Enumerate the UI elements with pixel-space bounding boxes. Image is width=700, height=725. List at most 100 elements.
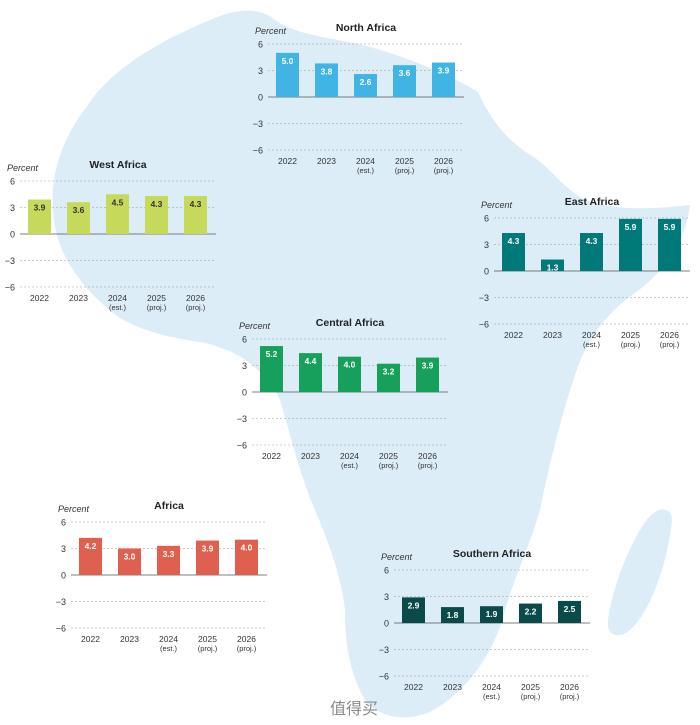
x-tick-label: 2023 bbox=[317, 156, 336, 166]
x-tick-label: 2025 bbox=[621, 330, 640, 340]
x-tick-note: (proj.) bbox=[434, 166, 454, 175]
bar-2022 bbox=[276, 52, 299, 97]
y-tick-label: −3 bbox=[253, 119, 263, 129]
data-label: 4.0 bbox=[344, 360, 356, 370]
data-label: 3.2 bbox=[383, 367, 395, 377]
x-tick-label: 2022 bbox=[504, 330, 523, 340]
x-tick-label: 2024 bbox=[340, 451, 359, 461]
data-label: 3.0 bbox=[124, 552, 136, 562]
bar-2022 bbox=[502, 233, 525, 271]
y-tick-label: −6 bbox=[479, 320, 489, 330]
y-tick-label: −6 bbox=[5, 283, 15, 293]
x-tick-label: 2022 bbox=[81, 634, 100, 644]
bar-2026 bbox=[235, 539, 258, 575]
x-tick-label: 2022 bbox=[404, 682, 423, 692]
chart-title: North Africa bbox=[336, 22, 396, 34]
chart-southern-africa: 6 3 0 −3 −6 Percent Southern Africa 2.9 2022 1.8 2… bbox=[379, 548, 590, 701]
x-tick-note: (est.) bbox=[160, 644, 178, 653]
bar-2024 bbox=[338, 356, 361, 392]
bar-2024 bbox=[354, 74, 377, 97]
data-label: 4.3 bbox=[190, 199, 202, 209]
data-label: 1.8 bbox=[447, 610, 459, 620]
x-tick-label: 2024 bbox=[108, 293, 127, 303]
y-tick-label: 6 bbox=[384, 566, 389, 576]
data-label: 3.8 bbox=[321, 66, 333, 76]
chart-title: Central Africa bbox=[316, 317, 385, 329]
data-label: 3.9 bbox=[438, 66, 450, 76]
x-tick-note: (proj.) bbox=[379, 461, 399, 470]
x-tick-note: (proj.) bbox=[395, 166, 415, 175]
x-tick-label: 2023 bbox=[543, 330, 562, 340]
x-tick-note: (est.) bbox=[483, 692, 501, 701]
bar-2026 bbox=[558, 600, 581, 623]
y-tick-label: −6 bbox=[379, 672, 389, 682]
bar-2023 bbox=[299, 353, 322, 392]
bar-2022 bbox=[402, 597, 425, 623]
y-tick-label: 0 bbox=[258, 93, 263, 103]
x-tick-note: (est.) bbox=[583, 340, 601, 349]
x-tick-label: 2026 bbox=[434, 156, 453, 166]
y-tick-label: 6 bbox=[484, 214, 489, 224]
bar-2025 bbox=[619, 218, 642, 271]
bar-2023 bbox=[441, 607, 464, 623]
data-label: 5.2 bbox=[266, 349, 278, 359]
y-tick-label: −3 bbox=[5, 256, 15, 266]
bar-2026 bbox=[432, 62, 455, 97]
data-label: 5.9 bbox=[625, 222, 637, 232]
data-label: 3.9 bbox=[202, 544, 214, 554]
bar-2024 bbox=[157, 545, 180, 575]
bar-2025 bbox=[393, 65, 416, 97]
data-label: 2.6 bbox=[360, 77, 372, 87]
chart-west-africa: 6 3 0 −3 −6 Percent West Africa 3.9 2022 3.6 2023 4… bbox=[5, 159, 216, 312]
x-tick-label: 2025 bbox=[198, 634, 217, 644]
y-tick-label: 0 bbox=[384, 619, 389, 629]
x-tick-note: (proj.) bbox=[521, 692, 541, 701]
x-tick-label: 2023 bbox=[69, 293, 88, 303]
data-label: 5.9 bbox=[664, 222, 676, 232]
bar-2024 bbox=[106, 194, 129, 234]
x-tick-note: (proj.) bbox=[621, 340, 641, 349]
x-tick-note: (proj.) bbox=[660, 340, 680, 349]
madagascar-silhouette bbox=[607, 509, 672, 636]
bar-2022 bbox=[260, 346, 283, 392]
chart-title: Africa bbox=[154, 500, 184, 512]
data-label: 4.3 bbox=[151, 199, 163, 209]
x-tick-note: (est.) bbox=[357, 166, 375, 175]
y-tick-label: −6 bbox=[253, 146, 263, 156]
data-label: 3.6 bbox=[73, 205, 85, 215]
bar-2024 bbox=[580, 233, 603, 271]
data-label: 3.9 bbox=[34, 203, 46, 213]
y-tick-label: −3 bbox=[379, 645, 389, 655]
y-tick-label: 3 bbox=[10, 203, 15, 213]
x-tick-label: 2026 bbox=[560, 682, 579, 692]
data-label: 4.2 bbox=[85, 541, 97, 551]
x-tick-label: 2026 bbox=[186, 293, 205, 303]
x-tick-note: (proj.) bbox=[198, 644, 218, 653]
data-label: 3.6 bbox=[399, 68, 411, 78]
y-tick-label: −3 bbox=[479, 293, 489, 303]
y-tick-label: 6 bbox=[242, 335, 247, 345]
data-label: 4.5 bbox=[112, 197, 124, 207]
y-axis-label: Percent bbox=[481, 200, 513, 210]
x-tick-note: (proj.) bbox=[560, 692, 580, 701]
y-axis-label: Percent bbox=[255, 26, 287, 36]
y-axis-label: Percent bbox=[58, 504, 90, 514]
bar-2025 bbox=[196, 540, 219, 575]
x-tick-label: 2024 bbox=[582, 330, 601, 340]
x-tick-note: (est.) bbox=[109, 303, 127, 312]
y-tick-label: 0 bbox=[10, 230, 15, 240]
chart-title: Southern Africa bbox=[453, 548, 532, 560]
data-label: 4.3 bbox=[508, 236, 520, 246]
y-tick-label: −3 bbox=[237, 414, 247, 424]
x-tick-label: 2023 bbox=[443, 682, 462, 692]
data-label: 4.0 bbox=[241, 543, 253, 553]
x-tick-label: 2024 bbox=[482, 682, 501, 692]
x-tick-note: (proj.) bbox=[237, 644, 257, 653]
x-tick-note: (proj.) bbox=[147, 303, 167, 312]
watermark: 值得买 bbox=[330, 699, 378, 718]
y-axis-label: Percent bbox=[381, 552, 413, 562]
bar-2026 bbox=[416, 357, 439, 392]
y-tick-label: 6 bbox=[10, 177, 15, 187]
y-axis-label: Percent bbox=[239, 321, 271, 331]
